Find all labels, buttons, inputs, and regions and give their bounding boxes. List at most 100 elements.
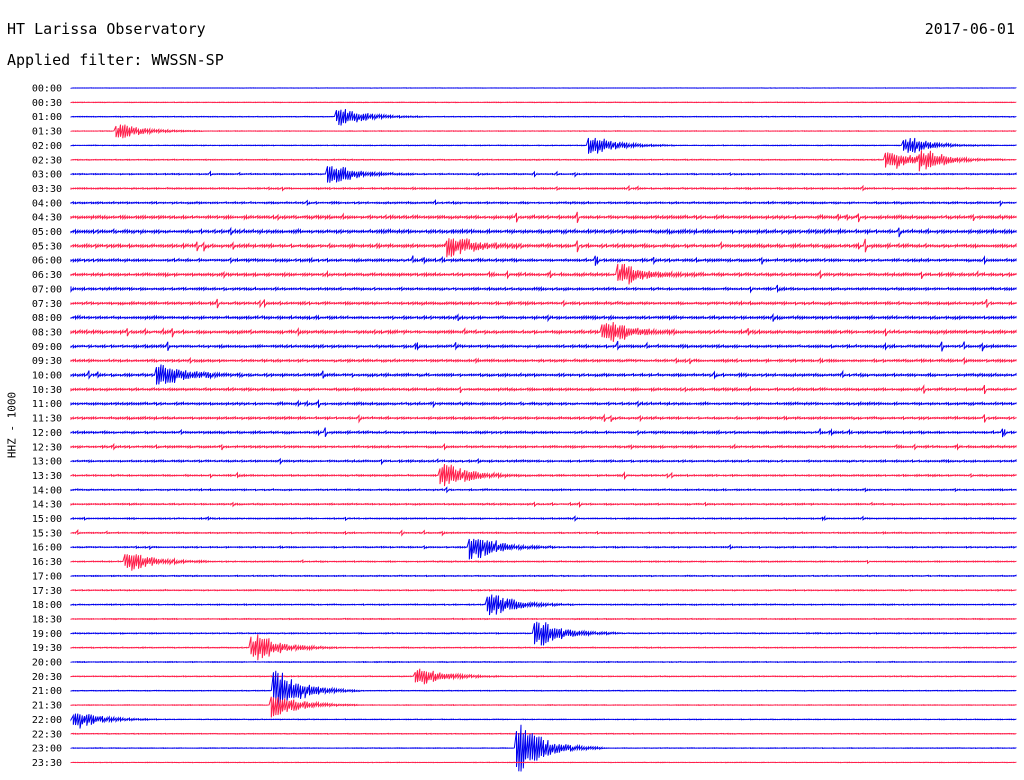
trace-row: [70, 109, 1017, 126]
row-time-label: 04:30: [32, 213, 62, 224]
row-time-label: 01:30: [32, 127, 62, 138]
trace-row: [70, 464, 1017, 487]
trace-row: [70, 486, 1017, 494]
trace-row: [70, 211, 1017, 223]
row-time-label: 17:00: [32, 571, 62, 582]
trace-row: [70, 340, 1017, 352]
trace-row: [70, 322, 1017, 342]
trace-row: [70, 238, 1017, 258]
row-time-label: 15:30: [32, 528, 62, 539]
trace-row: [70, 660, 1017, 664]
row-time-label: 21:30: [32, 701, 62, 712]
trace-row: [70, 621, 1017, 646]
row-time-label: 16:30: [32, 557, 62, 568]
row-time-label: 12:30: [32, 442, 62, 453]
trace-row: [70, 124, 1017, 139]
row-time-label: 21:00: [32, 686, 62, 697]
row-time-label: 17:30: [32, 586, 62, 597]
trace-row: [70, 529, 1017, 537]
trace-row: [70, 668, 1017, 685]
row-time-label: 01:00: [32, 112, 62, 123]
row-time-label: 10:00: [32, 371, 62, 382]
row-time-label: 03:00: [32, 170, 62, 181]
trace-row: [70, 101, 1017, 104]
trace-row: [70, 442, 1017, 451]
trace-row: [70, 364, 1017, 385]
row-time-label: 23:00: [32, 744, 62, 755]
row-time-label: 00:00: [32, 84, 62, 95]
trace-row: [70, 515, 1017, 522]
row-time-label: 18:30: [32, 614, 62, 625]
trace-row: [70, 538, 1017, 560]
trace-row: [70, 166, 1017, 183]
row-time-label: 05:30: [32, 241, 62, 252]
row-time-label: 14:30: [32, 500, 62, 511]
row-time-label: 06:00: [32, 256, 62, 267]
applied-filter-label: Applied filter: WWSSN-SP: [7, 51, 224, 69]
row-time-label: 11:00: [32, 399, 62, 410]
row-time-label: 07:30: [32, 299, 62, 310]
trace-row: [70, 298, 1017, 309]
trace-row: [70, 501, 1017, 509]
trace-row: [70, 670, 1017, 708]
trace-row: [70, 399, 1017, 409]
trace-row: [70, 263, 1017, 285]
trace-row: [70, 184, 1017, 192]
time-labels: 00:00 00:30 01:00 01:30 02:00 02:30 03:00 03:30…: [32, 84, 62, 769]
trace-row: [70, 356, 1017, 366]
trace-row: [70, 427, 1017, 438]
row-time-label: 08:00: [32, 313, 62, 324]
trace-row: [70, 255, 1017, 266]
row-time-label: 00:30: [32, 98, 62, 109]
trace-row: [70, 732, 1017, 735]
row-time-label: 05:00: [32, 227, 62, 238]
trace-row: [70, 724, 1017, 772]
station-title: HT Larissa Observatory: [7, 20, 206, 38]
row-time-label: 16:00: [32, 543, 62, 554]
row-time-label: 09:00: [32, 342, 62, 353]
row-time-label: 23:30: [32, 758, 62, 769]
row-time-label: 04:00: [32, 198, 62, 209]
trace-row: [70, 761, 1017, 764]
row-time-label: 09:30: [32, 356, 62, 367]
row-time-label: 12:00: [32, 428, 62, 439]
row-time-label: 20:30: [32, 672, 62, 683]
trace-row: [70, 312, 1017, 323]
trace-row: [70, 554, 1017, 571]
trace-row: [70, 617, 1017, 621]
trace-row: [70, 713, 1017, 729]
trace-row: [70, 284, 1017, 294]
row-time-label: 15:00: [32, 514, 62, 525]
row-time-label: 13:30: [32, 471, 62, 482]
trace-row: [70, 588, 1017, 592]
row-time-label: 14:00: [32, 485, 62, 496]
row-time-label: 19:30: [32, 643, 62, 654]
row-time-label: 18:00: [32, 600, 62, 611]
row-time-label: 10:30: [32, 385, 62, 396]
row-time-label: 19:00: [32, 629, 62, 640]
trace-row: [70, 150, 1017, 172]
row-time-label: 20:00: [32, 658, 62, 669]
trace-row: [70, 457, 1017, 466]
trace-row: [70, 137, 1017, 154]
trace-row: [70, 226, 1017, 238]
row-time-label: 22:30: [32, 729, 62, 740]
row-time-label: 07:00: [32, 284, 62, 295]
record-date: 2017-06-01: [924, 20, 1015, 38]
row-time-label: 06:30: [32, 270, 62, 281]
row-time-label: 02:30: [32, 155, 62, 166]
trace-row: [70, 384, 1017, 395]
trace-row: [70, 199, 1017, 208]
row-time-label: 03:30: [32, 184, 62, 195]
trace-row: [70, 413, 1017, 424]
trace-row: [70, 574, 1017, 578]
row-time-label: 02:00: [32, 141, 62, 152]
trace-row: [70, 696, 1017, 718]
trace-row: [70, 634, 1017, 661]
row-time-label: 22:00: [32, 715, 62, 726]
row-time-label: 13:00: [32, 457, 62, 468]
seismic-traces: [70, 87, 1017, 772]
trace-row: [70, 594, 1017, 616]
row-time-label: 08:30: [32, 327, 62, 338]
